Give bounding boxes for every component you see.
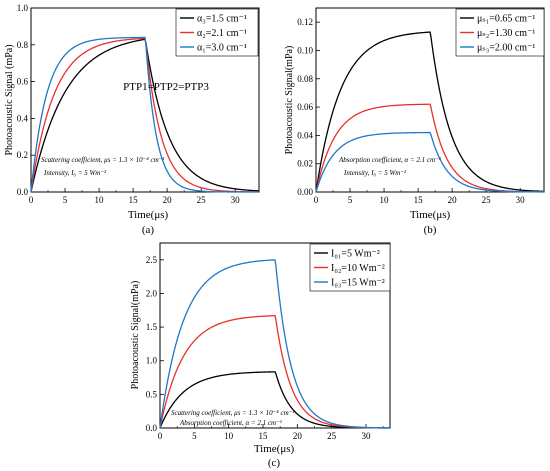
y-tick-label: 0.12 — [297, 17, 313, 27]
legend-label-1: μₛ₁=0.65 cm⁻¹ — [477, 14, 535, 25]
panel-label: (c) — [268, 457, 281, 469]
x-tick-label: 20 — [448, 195, 458, 205]
plot-frame — [159, 242, 391, 429]
series-line-2 — [315, 103, 545, 193]
x-tick-label: 0 — [29, 195, 34, 205]
chart-panel-a: 0 5 10 15 20 25 30 0.0 0.2 0.4 0.6 0.8 1.0 Time(μs) Ph… — [4, 3, 260, 236]
y-axis-label: Photoacoustic Signal (mPa) — [4, 44, 15, 155]
plot-frame — [30, 7, 260, 193]
x-tick-label: 30 — [231, 195, 241, 205]
x-tick-label: 10 — [380, 195, 390, 205]
x-axis-label: Time(μs) — [128, 209, 169, 221]
legend-label-2: α₂=2.1 cm⁻¹ — [197, 28, 247, 39]
legend-label-2: I₀₂=10 Wm⁻² — [331, 263, 385, 274]
y-tick-label: 0.10 — [297, 45, 313, 55]
y-tick-label: 0.06 — [297, 102, 313, 112]
x-tick-label: 30 — [361, 431, 371, 441]
note-text-1: Absorption coefficient, α = 2.1 cm⁻¹ — [338, 156, 441, 164]
series-line-3 — [159, 259, 390, 429]
x-tick-label: 20 — [293, 431, 303, 441]
y-tick-label: 0.02 — [297, 159, 313, 169]
chart-panel-b: 0 5 10 15 20 25 30 0.00 0.02 0.04 0.06 0.08 0.10 0.12… — [284, 7, 545, 236]
annotation-text: PTP1=PTP2=PTP3 — [123, 81, 209, 93]
note-text-1: Scattering coefficient, μs = 1.3 × 10⁻⁴ … — [171, 409, 294, 417]
x-tick-label: 5 — [192, 431, 197, 441]
y-tick-label: 0.8 — [17, 40, 29, 50]
x-tick-label: 0 — [314, 195, 319, 205]
y-axis-label: Photoacoustic Signal(mPa) — [284, 46, 295, 155]
y-tick-label: 0.08 — [297, 74, 313, 84]
y-tick-label: 0.0 — [146, 423, 158, 433]
series-line-1 — [315, 31, 545, 193]
legend-label-3: α₁=3.0 cm⁻¹ — [197, 43, 247, 54]
legend-label-2: μₛ₂=1.30 cm⁻¹ — [477, 28, 535, 39]
y-tick-label: 0.0 — [17, 187, 29, 197]
legend-label-3: I₀₃=15 Wm⁻² — [331, 278, 385, 289]
y-tick-label: 2.5 — [146, 255, 158, 265]
y-tick-label: 0.5 — [146, 389, 158, 399]
y-tick-label: 0.00 — [297, 187, 313, 197]
series-line-3 — [30, 36, 259, 193]
x-tick-label: 10 — [95, 195, 105, 205]
x-tick-label: 25 — [327, 431, 337, 441]
legend-label-1: α₃=1.5 cm⁻¹ — [197, 14, 247, 25]
x-tick-label: 15 — [129, 195, 139, 205]
y-axis-label: Photoacoustic Signal(mPa) — [130, 281, 141, 390]
y-tick-label: 0.04 — [297, 130, 313, 140]
x-axis-label: Time(μs) — [254, 443, 295, 455]
x-tick-label: 15 — [258, 431, 268, 441]
y-tick-label: 1.0 — [146, 356, 158, 366]
note-text-2: Intensity, I₀ = 5 Wm⁻² — [343, 169, 407, 177]
y-tick-label: 0.4 — [17, 113, 29, 123]
note-text-2: Absorption coefficient, α = 2.1 cm⁻¹ — [179, 419, 282, 427]
panel-label: (a) — [142, 224, 155, 236]
x-tick-label: 15 — [414, 195, 424, 205]
panel-label: (b) — [424, 224, 437, 236]
x-tick-label: 20 — [163, 195, 173, 205]
x-tick-label: 25 — [482, 195, 492, 205]
x-axis-label: Time(μs) — [410, 209, 451, 221]
x-tick-label: 10 — [224, 431, 234, 441]
y-tick-label: 0.2 — [17, 150, 28, 160]
chart-panel-c: 0 5 10 15 20 25 30 0.0 0.5 1.0 1.5 2.0 2.5 Time(μs) Ph… — [130, 242, 391, 469]
y-tick-label: 1.5 — [146, 322, 158, 332]
y-tick-label: 2.0 — [146, 288, 158, 298]
x-tick-label: 25 — [197, 195, 207, 205]
x-tick-label: 30 — [516, 195, 526, 205]
legend-label-1: I₀₁=5 Wm⁻² — [331, 249, 380, 260]
x-tick-label: 5 — [348, 195, 353, 205]
note-text-1: Scattering coefficient, μs = 1.3 × 10⁻⁴ … — [41, 156, 164, 164]
note-text-2: Intensity, I₀ = 5 Wm⁻² — [43, 169, 107, 177]
y-tick-label: 1.0 — [17, 3, 29, 13]
plot-frame — [315, 7, 545, 193]
series-line-3 — [315, 131, 544, 193]
x-tick-label: 5 — [63, 195, 68, 205]
y-tick-label: 0.6 — [17, 77, 29, 87]
legend-label-3: μₛ₃=2.00 cm⁻¹ — [477, 43, 535, 54]
x-tick-label: 0 — [158, 431, 163, 441]
